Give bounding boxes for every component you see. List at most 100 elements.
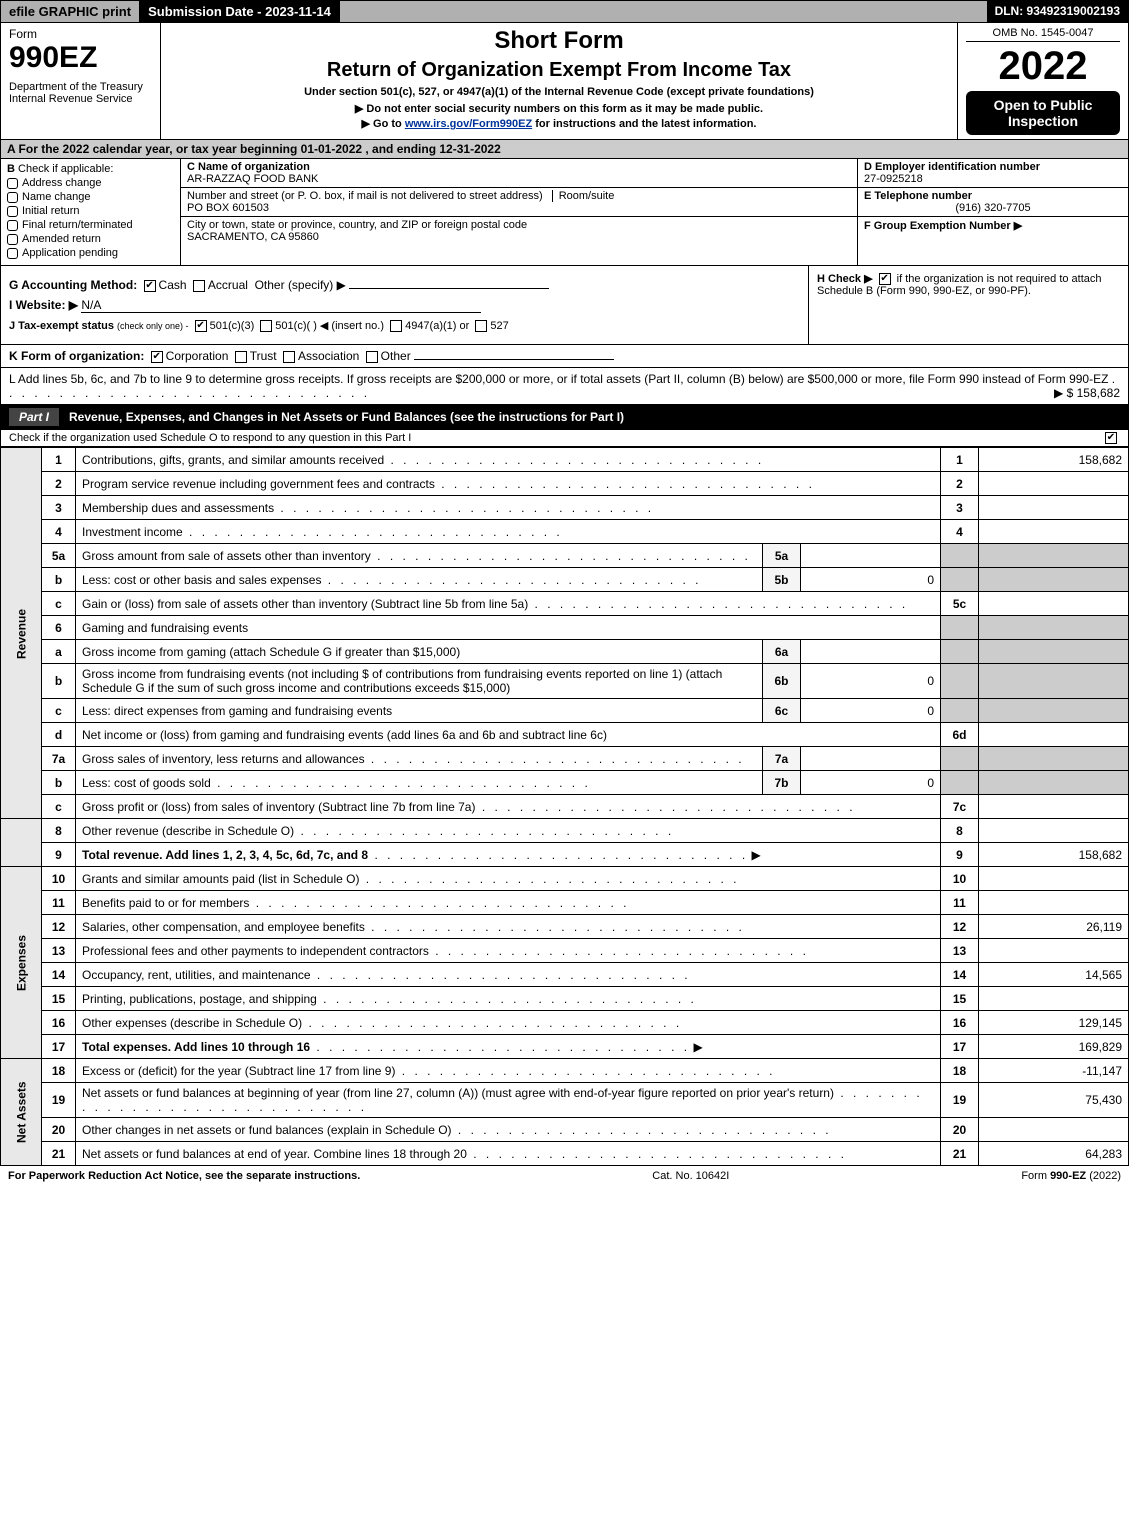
phone-val: (916) 320-7705 <box>864 202 1122 214</box>
l-text: L Add lines 5b, 6c, and 7b to line 9 to … <box>9 372 1108 386</box>
part1-table: Revenue 1 Contributions, gifts, grants, … <box>0 447 1129 1166</box>
b-check-label: Check if applicable: <box>18 163 113 175</box>
side-label-netassets: Net Assets <box>1 1059 42 1166</box>
chk-501c3[interactable] <box>195 320 207 332</box>
part1-sub-text: Check if the organization used Schedule … <box>9 432 411 444</box>
street-val: PO BOX 601503 <box>187 202 269 214</box>
city-val: SACRAMENTO, CA 95860 <box>187 231 319 243</box>
return-title: Return of Organization Exempt From Incom… <box>169 59 949 82</box>
ein-val: 27-0925218 <box>864 173 923 185</box>
bcde-row: B Check if applicable: Address change Na… <box>0 159 1129 266</box>
ln7a-desc: Gross sales of inventory, less returns a… <box>76 747 763 771</box>
ln6c-num: c <box>42 699 76 723</box>
open-inspection-box: Open to Public Inspection <box>966 91 1120 135</box>
ln7c-num: c <box>42 795 76 819</box>
chk-final-return[interactable]: Final return/terminated <box>7 219 174 231</box>
ln6d-num: d <box>42 723 76 747</box>
dept-label: Department of the Treasury Internal Reve… <box>9 81 152 105</box>
ln4-num: 4 <box>42 520 76 544</box>
ln7b-desc: Less: cost of goods sold <box>76 771 763 795</box>
chk-amended-return[interactable]: Amended return <box>7 233 174 245</box>
ln8-desc: Other revenue (describe in Schedule O) <box>76 819 941 843</box>
g-line: G Accounting Method: Cash Accrual Other … <box>9 278 800 292</box>
ln5c-num: c <box>42 592 76 616</box>
j-label: J Tax-exempt status <box>9 320 114 332</box>
chk-initial-return[interactable]: Initial return <box>7 205 174 217</box>
ln1-rv: 158,682 <box>979 448 1129 472</box>
ln5a-desc: Gross amount from sale of assets other t… <box>76 544 763 568</box>
part1-label: Part I <box>9 408 59 426</box>
part1-header: Part I Revenue, Expenses, and Changes in… <box>0 405 1129 430</box>
ln1-num: 1 <box>42 448 76 472</box>
chk-4947[interactable] <box>390 320 402 332</box>
instr-link-pre: ▶ Go to <box>362 118 405 130</box>
phone-block: E Telephone number (916) 320-7705 <box>858 188 1128 217</box>
gij-left: G Accounting Method: Cash Accrual Other … <box>1 266 808 344</box>
part1-title: Revenue, Expenses, and Changes in Net As… <box>69 410 624 424</box>
tax-year: 2022 <box>966 44 1120 89</box>
ein-block: D Employer identification number 27-0925… <box>858 159 1128 188</box>
ln5c-desc: Gain or (loss) from sale of assets other… <box>76 592 941 616</box>
c-name-label: C Name of organization <box>187 161 310 173</box>
form-word: Form <box>9 27 152 41</box>
header-mid: Short Form Return of Organization Exempt… <box>161 23 958 139</box>
irs-link[interactable]: www.irs.gov/Form990EZ <box>405 118 532 130</box>
footer-left: For Paperwork Reduction Act Notice, see … <box>8 1170 360 1182</box>
ln1-desc: Contributions, gifts, grants, and simila… <box>76 448 941 472</box>
chk-association[interactable] <box>283 351 295 363</box>
chk-schedule-o[interactable] <box>1105 432 1117 444</box>
ln6-desc: Gaming and fundraising events <box>76 616 941 640</box>
chk-other-org[interactable] <box>366 351 378 363</box>
ln6-num: 6 <box>42 616 76 640</box>
col-b: B Check if applicable: Address change Na… <box>1 159 181 265</box>
efile-print-label: efile GRAPHIC print <box>1 1 140 22</box>
chk-cash[interactable] <box>144 280 156 292</box>
ln7a-num: 7a <box>42 747 76 771</box>
section-a: A For the 2022 calendar year, or tax yea… <box>0 140 1129 159</box>
ln3-desc: Membership dues and assessments <box>76 496 941 520</box>
instr-link-post: for instructions and the latest informat… <box>532 118 756 130</box>
footer-mid: Cat. No. 10642I <box>652 1170 729 1182</box>
b-label: B <box>7 163 15 175</box>
group-exemption-block: F Group Exemption Number ▶ <box>858 217 1128 234</box>
ln9-desc: Total revenue. Add lines 1, 2, 3, 4, 5c,… <box>76 843 941 867</box>
side-label-revenue: Revenue <box>1 448 42 819</box>
col-c: C Name of organization AR-RAZZAQ FOOD BA… <box>181 159 858 265</box>
i-label: I Website: ▶ <box>9 298 78 312</box>
page-footer: For Paperwork Reduction Act Notice, see … <box>0 1166 1129 1186</box>
f-label: F Group Exemption Number ▶ <box>864 220 1022 232</box>
ln1-rn: 1 <box>941 448 979 472</box>
instr-ssn: ▶ Do not enter social security numbers o… <box>169 102 949 115</box>
dln-label: DLN: 93492319002193 <box>987 1 1128 22</box>
chk-address-change[interactable]: Address change <box>7 177 174 189</box>
k-label: K Form of organization: <box>9 349 144 363</box>
ln6b-desc: Gross income from fundraising events (no… <box>76 664 763 699</box>
k-row: K Form of organization: Corporation Trus… <box>0 345 1129 368</box>
ln10-desc: Grants and similar amounts paid (list in… <box>76 867 941 891</box>
h-label: H Check ▶ <box>817 273 873 285</box>
chk-schedule-b[interactable] <box>879 273 891 285</box>
chk-527[interactable] <box>475 320 487 332</box>
gij-right: H Check ▶ if the organization is not req… <box>808 266 1128 344</box>
chk-trust[interactable] <box>235 351 247 363</box>
e-label: E Telephone number <box>864 190 972 202</box>
j-line: J Tax-exempt status (check only one) - 5… <box>9 319 800 332</box>
chk-corporation[interactable] <box>151 351 163 363</box>
gij-row: G Accounting Method: Cash Accrual Other … <box>0 266 1129 345</box>
ln2-num: 2 <box>42 472 76 496</box>
city-label: City or town, state or province, country… <box>187 219 527 231</box>
chk-accrual[interactable] <box>193 280 205 292</box>
form-header: Form 990EZ Department of the Treasury In… <box>0 23 1129 140</box>
ln7c-desc: Gross profit or (loss) from sales of inv… <box>76 795 941 819</box>
room-label: Room/suite <box>552 190 615 202</box>
ln5a-num: 5a <box>42 544 76 568</box>
chk-name-change[interactable]: Name change <box>7 191 174 203</box>
top-bar: efile GRAPHIC print Submission Date - 20… <box>0 0 1129 23</box>
chk-501c[interactable] <box>260 320 272 332</box>
footer-right: Form 990-EZ (2022) <box>1021 1170 1121 1182</box>
chk-application-pending[interactable]: Application pending <box>7 247 174 259</box>
ln5b-num: b <box>42 568 76 592</box>
omb-number: OMB No. 1545-0047 <box>966 27 1120 42</box>
ln7b-num: b <box>42 771 76 795</box>
website-val: N/A <box>81 298 101 312</box>
